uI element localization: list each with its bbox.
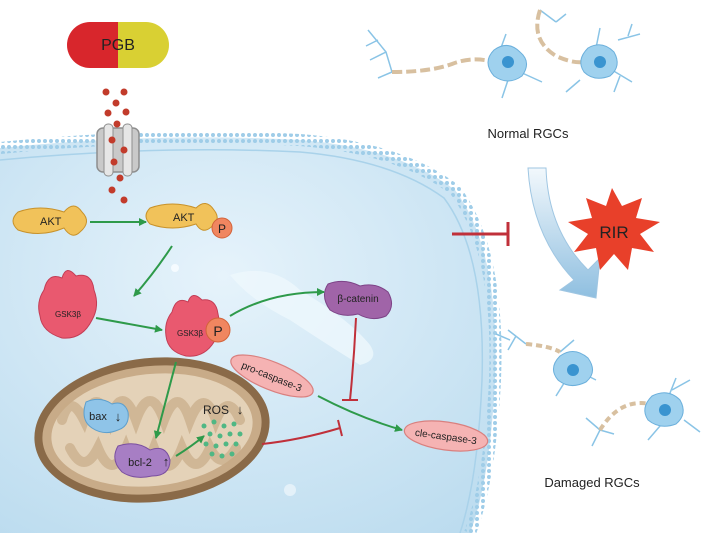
bcl2-label: bcl-2	[128, 457, 152, 469]
gsk3b-phosphorylated: GSK3β P	[165, 295, 231, 357]
akt-phosphorylated: AKT P	[145, 203, 233, 239]
beta-catenin-protein: β-catenin	[324, 280, 392, 320]
phosphate-circle	[211, 217, 233, 239]
akt-protein: AKT	[12, 205, 87, 236]
ros-particles	[201, 419, 243, 459]
arrow-bcl2-to-ros	[175, 435, 205, 457]
arrow-gsk3bp-to-betacatenin	[229, 288, 325, 317]
bax-label: bax	[89, 411, 107, 423]
normal-rgc-neurons	[365, 9, 641, 99]
bcl2-protein: bcl-2 ↑	[114, 443, 171, 478]
inhibit-betacatenin	[349, 317, 357, 401]
cle-caspase3-protein: cle-caspase-3	[403, 420, 489, 452]
ros: ROS ↓	[201, 402, 244, 459]
akt-label: AKT	[40, 216, 62, 228]
progression-arrow	[527, 167, 601, 299]
activation-arrows	[90, 218, 403, 457]
bax-protein: bax ↓	[83, 398, 129, 434]
beta-catenin-label: β-catenin	[337, 294, 378, 305]
pgb-molecules	[102, 88, 130, 204]
gsk3b-protein: GSK3β	[38, 270, 98, 339]
pgb-capsule: PGB	[67, 22, 169, 68]
inhibition-lines	[261, 222, 510, 445]
gsk3b-p-label: GSK3β	[177, 329, 203, 338]
damaged-rgcs-label: Damaged RGCs	[544, 475, 640, 490]
normal-rgcs-label: Normal RGCs	[488, 126, 569, 141]
bcl2-arrow: ↑	[163, 454, 170, 469]
akt-p-label: AKT	[173, 212, 195, 224]
arrow-gsk3b-to-gsk3bp	[95, 317, 163, 333]
bax-arrow: ↓	[115, 409, 122, 424]
rir-burst-icon: RIR	[568, 188, 660, 270]
pgb-label: PGB	[101, 37, 135, 54]
membrane-channel-icon	[96, 123, 140, 177]
arrow-procaspase-to-clecaspase	[317, 395, 403, 432]
phosphate-label: P	[218, 222, 226, 236]
rir-label: RIR	[599, 223, 628, 242]
ros-label: ROS	[203, 403, 229, 417]
damaged-rgc-neurons	[495, 329, 701, 447]
ros-arrow: ↓	[237, 402, 244, 417]
inhibit-ros	[261, 427, 341, 445]
phosphate-circle-2	[205, 317, 231, 343]
arrow-gsk3bp-to-bcl2	[153, 361, 177, 439]
arrow-aktp-to-gsk3b	[133, 245, 173, 297]
gsk3b-label: GSK3β	[55, 310, 81, 319]
phosphate-label-2: P	[213, 323, 222, 339]
